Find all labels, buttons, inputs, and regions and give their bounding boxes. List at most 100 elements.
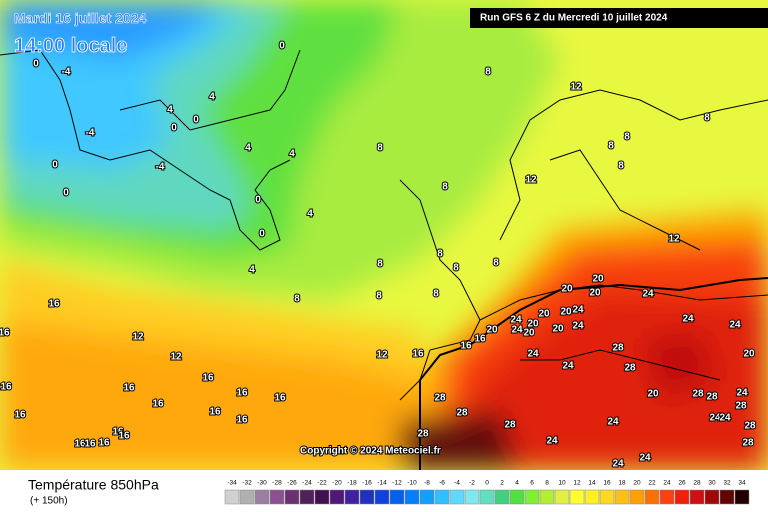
contour-label: 16 bbox=[0, 382, 12, 393]
legend-swatch bbox=[404, 489, 420, 505]
contour-label: 8 bbox=[453, 263, 459, 274]
legend-swatch bbox=[224, 489, 240, 505]
contour-label: 28 bbox=[417, 429, 429, 440]
legend-swatch bbox=[734, 489, 750, 505]
contour-label: 28 bbox=[456, 408, 468, 419]
legend-label: -20 bbox=[332, 480, 342, 487]
legend-label: -32 bbox=[242, 480, 252, 487]
contour-label: 24 bbox=[546, 436, 558, 447]
legend-swatch bbox=[374, 489, 390, 505]
contour-label: 4 bbox=[209, 92, 215, 103]
contour-label: 24 bbox=[709, 413, 721, 424]
contour-label: -4 bbox=[62, 67, 71, 78]
contour-label: 24 bbox=[562, 361, 574, 372]
legend-label: -4 bbox=[454, 480, 460, 487]
contour-label: 28 bbox=[612, 343, 624, 354]
legend-label: 10 bbox=[558, 480, 566, 487]
legend-label: -16 bbox=[362, 480, 372, 487]
legend-swatch bbox=[464, 489, 480, 505]
run-banner bbox=[470, 8, 768, 28]
legend-label: 12 bbox=[573, 480, 581, 487]
legend-swatch bbox=[569, 489, 585, 505]
legend-label: 0 bbox=[485, 480, 489, 487]
frontal-line bbox=[419, 277, 768, 470]
footer-title: Température 850hPa bbox=[28, 477, 159, 493]
contour-label: 8 bbox=[377, 259, 383, 270]
contour-label: 12 bbox=[132, 332, 144, 343]
contour-label: 16 bbox=[14, 410, 26, 421]
contour-label: 0 bbox=[33, 59, 39, 70]
legend-swatch bbox=[554, 489, 570, 505]
contour-label: 24 bbox=[612, 459, 624, 470]
contour-label: 28 bbox=[742, 438, 754, 449]
legend-swatch bbox=[659, 489, 675, 505]
contour-label: 20 bbox=[592, 274, 604, 285]
contour-label: 20 bbox=[523, 328, 535, 339]
legend-swatch bbox=[599, 489, 615, 505]
contour-label: 16 bbox=[112, 427, 124, 438]
contour-label: -4 bbox=[86, 128, 95, 139]
contour-label: 0 bbox=[63, 188, 69, 199]
contour-label: 20 bbox=[647, 389, 659, 400]
legend-label: 8 bbox=[545, 480, 549, 487]
legend-label: -10 bbox=[407, 480, 417, 487]
contour-label: 20 bbox=[527, 319, 539, 330]
legend-label: 14 bbox=[588, 480, 596, 487]
legend-swatch bbox=[419, 489, 435, 505]
map-date: Mardi 16 juillet 2024 bbox=[14, 10, 146, 26]
legend-label: -34 bbox=[227, 480, 237, 487]
contour-label: 16 bbox=[236, 415, 248, 426]
contour-label: 16 bbox=[460, 341, 472, 352]
contour-label: 12 bbox=[376, 350, 388, 361]
contour-label: 0 bbox=[193, 115, 199, 126]
legend-swatch bbox=[629, 489, 645, 505]
contour-label: 12 bbox=[525, 175, 537, 186]
legend-label: 4 bbox=[515, 480, 519, 487]
contour-label: 16 bbox=[123, 383, 135, 394]
contour-label: 4 bbox=[245, 143, 251, 154]
contour-label: 8 bbox=[485, 67, 491, 78]
legend-label: 6 bbox=[530, 480, 534, 487]
contour-label: 8 bbox=[376, 291, 382, 302]
contour-label: 24 bbox=[510, 315, 522, 326]
contour-label: 0 bbox=[52, 160, 58, 171]
legend-swatch bbox=[479, 489, 495, 505]
contour-label: 8 bbox=[608, 141, 614, 152]
legend-label: -12 bbox=[392, 480, 402, 487]
contour-label: 4 bbox=[289, 149, 295, 160]
legend-swatch bbox=[584, 489, 600, 505]
contour-label: 24 bbox=[719, 413, 731, 424]
contour-label: 16 bbox=[274, 393, 286, 404]
contour-label: 8 bbox=[493, 258, 499, 269]
contour-label: 24 bbox=[682, 314, 694, 325]
legend-swatch bbox=[614, 489, 630, 505]
legend-swatch bbox=[704, 489, 720, 505]
contour-label: 28 bbox=[434, 393, 446, 404]
legend-swatch bbox=[449, 489, 465, 505]
contour-label: 28 bbox=[504, 420, 516, 431]
legend-swatch bbox=[524, 489, 540, 505]
contour-label: 16 bbox=[202, 373, 214, 384]
legend-swatch bbox=[389, 489, 405, 505]
contour-label: 12 bbox=[570, 82, 582, 93]
contour-label: 0 bbox=[171, 123, 177, 134]
footer-subtitle: (+ 150h) bbox=[30, 496, 68, 507]
contour-label: 0 bbox=[255, 195, 261, 206]
contour-label: 16 bbox=[152, 399, 164, 410]
contour-label: 24 bbox=[642, 289, 654, 300]
legend-label: -8 bbox=[424, 480, 430, 487]
contour-label: 28 bbox=[706, 392, 718, 403]
legend-label: -28 bbox=[272, 480, 282, 487]
contour-label: 8 bbox=[437, 249, 443, 260]
contour-label: 20 bbox=[743, 349, 755, 360]
contour-label: 28 bbox=[735, 401, 747, 412]
contour-label: 24 bbox=[572, 321, 584, 332]
legend-swatch bbox=[719, 489, 735, 505]
map-time: 14:00 locale bbox=[14, 35, 127, 57]
contour-label: 4 bbox=[307, 209, 313, 220]
legend-label: 20 bbox=[633, 480, 641, 487]
contour-label: 16 bbox=[118, 431, 130, 442]
contour-label: 20 bbox=[589, 288, 601, 299]
contour-label: 16 bbox=[236, 388, 248, 399]
